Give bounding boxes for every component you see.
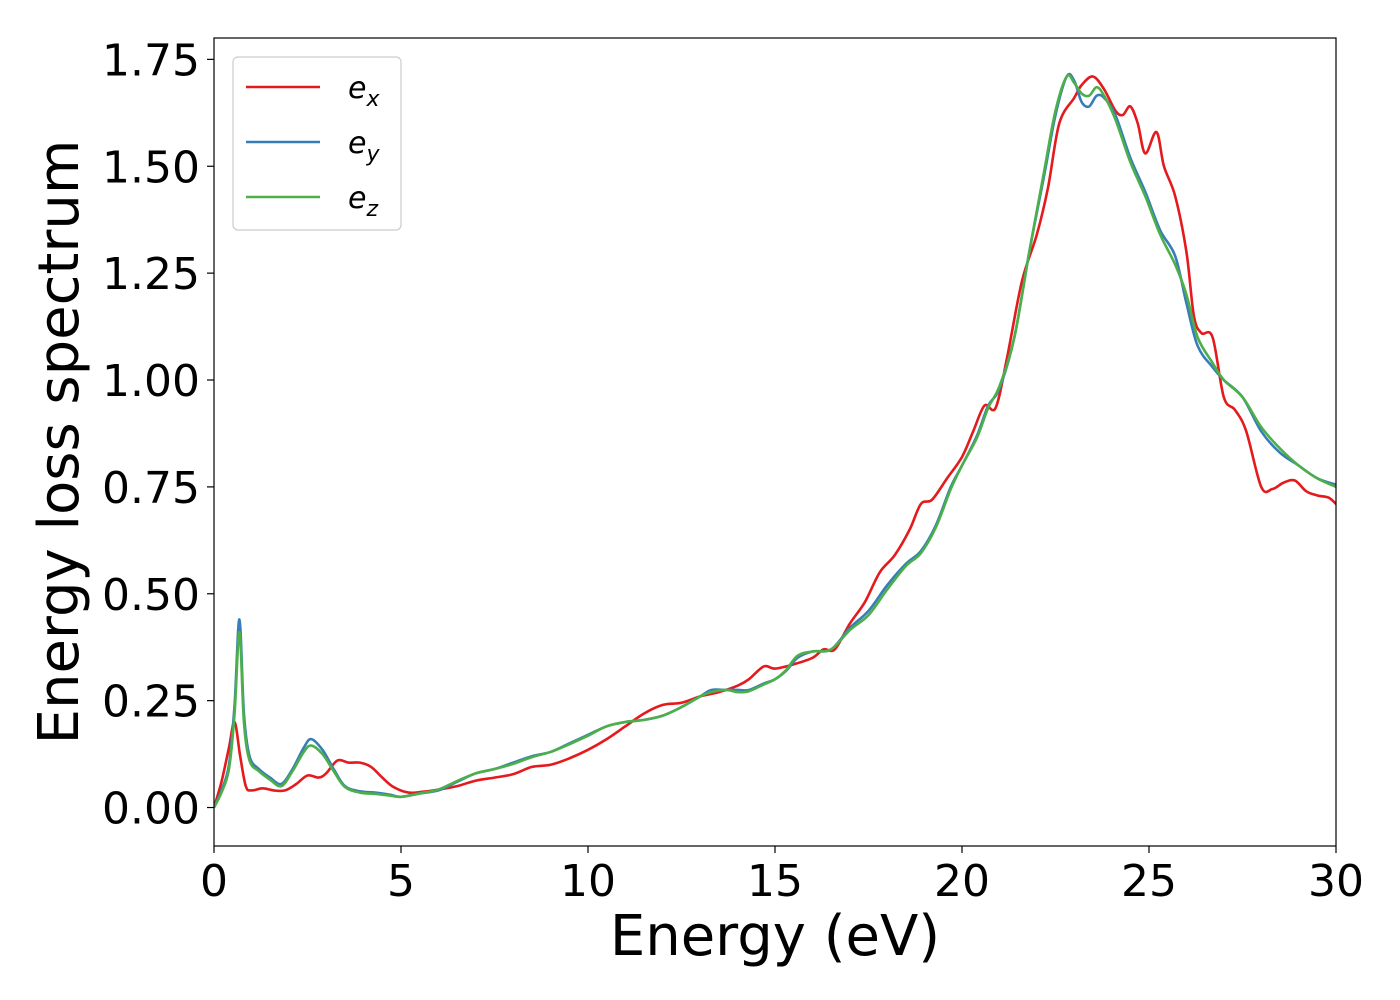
y-tick-label: 1.50 <box>102 142 200 193</box>
legend: ex ey ez <box>232 56 402 231</box>
x-tick-label: 10 <box>560 856 616 907</box>
x-axis-title: Energy (eV) <box>610 904 940 969</box>
y-tick-label: 0.50 <box>102 570 200 621</box>
x-tick-label: 5 <box>387 856 415 907</box>
x-tick-label: 15 <box>747 856 803 907</box>
y-tick-label: 1.75 <box>102 35 200 86</box>
y-tick-label: 0.75 <box>102 463 200 514</box>
y-axis-title: Energy loss spectrum <box>27 140 92 745</box>
y-tick-label: 1.25 <box>102 249 200 300</box>
x-tick-label: 30 <box>1308 856 1364 907</box>
legend-label-z: ez <box>348 181 378 222</box>
legend-box <box>232 56 402 231</box>
y-tick-label: 0.00 <box>102 784 200 835</box>
series-line-x <box>214 75 1336 808</box>
series-layer <box>214 72 1336 809</box>
series-line-z <box>214 73 1336 809</box>
y-axis: 0.00 0.25 0.50 0.75 1.00 1.25 1.50 1.75 <box>102 35 214 835</box>
x-tick-label: 25 <box>1121 856 1177 907</box>
x-axis: 0 5 10 15 20 25 30 <box>200 846 1364 907</box>
x-tick-label: 20 <box>934 856 990 907</box>
legend-label-x: ex <box>348 71 380 112</box>
y-tick-label: 0.25 <box>102 677 200 728</box>
x-tick-label: 0 <box>200 856 228 907</box>
legend-label-y: ey <box>348 126 380 167</box>
y-tick-label: 1.00 <box>102 356 200 407</box>
